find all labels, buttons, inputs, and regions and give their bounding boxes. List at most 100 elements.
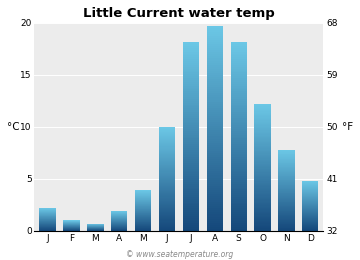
Bar [159,215,175,216]
Bar [183,197,199,199]
Bar [207,44,223,46]
Bar [183,135,199,136]
Bar [255,221,271,222]
Bar [230,195,247,197]
Bar [159,203,175,204]
Bar [207,108,223,110]
Bar [183,189,199,191]
Bar [207,217,223,219]
Bar [159,190,175,191]
Bar [135,218,151,219]
Bar [278,152,294,153]
Bar [207,30,223,32]
Bar [302,193,319,194]
Bar [159,224,175,225]
Bar [278,218,294,219]
Bar [255,176,271,178]
Bar [302,221,319,222]
Bar [183,50,199,52]
Bar [230,218,247,219]
Bar [159,159,175,160]
Bar [135,211,151,212]
Bar [183,133,199,135]
Bar [159,175,175,176]
Bar [230,171,247,172]
Bar [159,152,175,153]
Bar [255,204,271,205]
Bar [255,226,271,227]
Bar [159,212,175,213]
Bar [207,128,223,130]
Bar [183,74,199,76]
Bar [302,201,319,202]
Bar [207,145,223,147]
Bar [255,114,271,115]
Bar [183,178,199,180]
Bar [159,220,175,222]
Bar [207,112,223,114]
Bar [255,166,271,167]
Bar [230,133,247,135]
Bar [255,224,271,226]
Bar [230,131,247,133]
Bar [183,140,199,142]
Bar [302,211,319,212]
Bar [230,201,247,203]
Bar [230,78,247,80]
Bar [183,212,199,214]
Bar [278,150,294,151]
Bar [135,220,151,221]
Bar [255,172,271,174]
Bar [230,67,247,69]
Bar [159,192,175,193]
Bar [159,151,175,152]
Bar [230,114,247,116]
Bar [207,229,223,231]
Bar [230,50,247,52]
Bar [230,161,247,163]
Bar [278,199,294,200]
Bar [159,148,175,149]
Bar [255,217,271,218]
Bar [207,151,223,153]
Bar [255,104,271,105]
Bar [230,186,247,187]
Bar [207,159,223,161]
Bar [183,219,199,222]
Bar [230,84,247,86]
Bar [230,219,247,222]
Bar [278,166,294,167]
Bar [207,218,223,221]
Bar [207,69,223,71]
Bar [302,185,319,186]
Bar [230,63,247,65]
Bar [230,172,247,174]
Bar [207,147,223,149]
Bar [230,214,247,216]
Bar [302,220,319,221]
Bar [159,194,175,196]
Bar [207,100,223,102]
Bar [159,204,175,205]
Bar [183,84,199,86]
Bar [159,178,175,179]
Bar [159,157,175,158]
Bar [207,165,223,167]
Bar [278,170,294,171]
Bar [230,127,247,129]
Bar [302,186,319,187]
Bar [183,44,199,46]
Bar [230,125,247,127]
Bar [159,140,175,141]
Bar [278,150,294,151]
Bar [255,118,271,119]
Bar [255,212,271,213]
Bar [135,191,151,192]
Bar [207,202,223,204]
Bar [255,123,271,124]
Bar [159,223,175,224]
Bar [230,129,247,131]
Bar [207,214,223,217]
Bar [230,163,247,165]
Bar [183,65,199,67]
